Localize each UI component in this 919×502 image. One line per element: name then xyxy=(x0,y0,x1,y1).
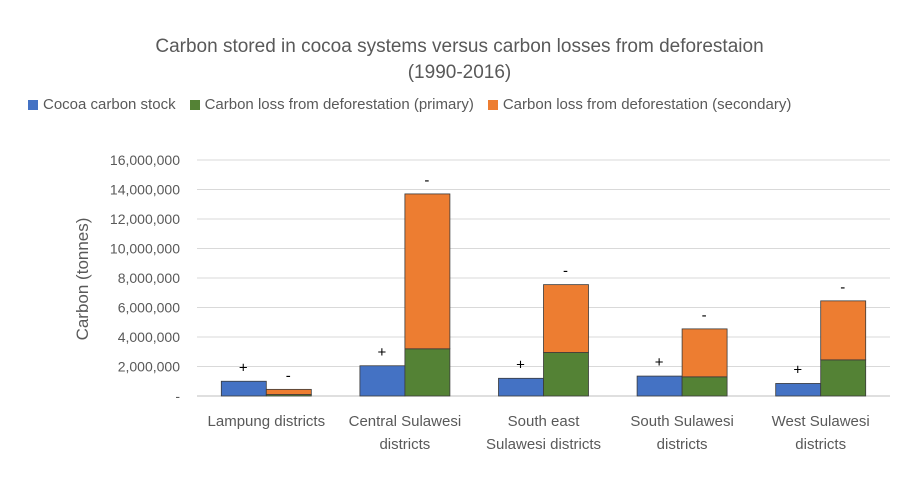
legend-label-secondary: Carbon loss from deforestation (secondar… xyxy=(502,96,792,113)
y-tick-labels: - 2,000,000 4,000,000 6,000,000 8,000,000 10,… xyxy=(110,152,180,404)
annotation-plus: + xyxy=(239,359,248,376)
x-category-label: districts xyxy=(795,436,846,453)
y-tick-label: - xyxy=(175,388,180,404)
annotation-minus: - xyxy=(840,279,845,296)
chart-title: Carbon stored in cocoa systems versus ca… xyxy=(0,34,919,86)
bar-cocoa[interactable] xyxy=(498,377,544,397)
chart-title-line-1: Carbon stored in cocoa systems versus ca… xyxy=(155,36,764,57)
bars xyxy=(220,193,867,397)
annotation-minus: - xyxy=(286,367,291,384)
bar-secondary[interactable] xyxy=(265,388,312,395)
legend-item-cocoa[interactable]: Cocoa carbon stock xyxy=(28,96,176,113)
y-tick-label: 8,000,000 xyxy=(118,270,180,286)
y-tick-label: 6,000,000 xyxy=(118,300,180,316)
x-category-label: districts xyxy=(379,436,430,453)
annotation-minus: - xyxy=(424,172,429,189)
bar-cocoa[interactable] xyxy=(636,375,683,397)
annotation-plus: + xyxy=(516,356,525,373)
legend-label-primary: Carbon loss from deforestation (primary) xyxy=(204,96,474,113)
y-tick-label: 16,000,000 xyxy=(110,152,180,168)
y-tick-label: 14,000,000 xyxy=(110,182,180,198)
x-category-label: Central Sulawesi xyxy=(349,413,462,430)
y-tick-label: 4,000,000 xyxy=(118,329,180,345)
legend-swatch-primary xyxy=(189,99,200,110)
bar-cocoa[interactable] xyxy=(220,380,267,397)
x-category-label: Lampung districts xyxy=(208,413,326,430)
bar-primary[interactable] xyxy=(820,359,867,397)
y-tick-label: 10,000,000 xyxy=(110,241,180,257)
y-axis-title: Carbon (tonnes) xyxy=(73,218,92,341)
annotation-plus: + xyxy=(793,361,802,378)
bar-primary[interactable] xyxy=(543,352,589,397)
x-category-labels: Lampung districts Central Sulawesi distric… xyxy=(208,413,870,453)
bar-annotations: + - + - + - + - + - xyxy=(239,172,845,384)
x-category-label: districts xyxy=(657,436,708,453)
x-category-label: West Sulawesi xyxy=(772,413,870,430)
legend-item-primary[interactable]: Carbon loss from deforestation (primary) xyxy=(189,96,474,113)
chart-title-line-2: (1990-2016) xyxy=(407,62,512,83)
x-category-label: Sulawesi districts xyxy=(486,436,601,453)
annotation-minus: - xyxy=(563,263,568,280)
bar-primary[interactable] xyxy=(404,348,451,397)
annotation-plus: + xyxy=(378,344,387,361)
y-tick-label: 12,000,000 xyxy=(110,211,180,227)
y-tick-label: 2,000,000 xyxy=(118,359,180,375)
bar-secondary[interactable] xyxy=(404,193,451,350)
x-category-label: South east xyxy=(508,413,581,430)
bar-secondary[interactable] xyxy=(681,328,728,378)
annotation-minus: - xyxy=(702,307,707,324)
x-category-label: South Sulawesi xyxy=(630,413,733,430)
bar-secondary[interactable] xyxy=(543,284,589,353)
bar-primary[interactable] xyxy=(681,376,728,397)
legend-label-cocoa: Cocoa carbon stock xyxy=(43,96,176,113)
legend-swatch-cocoa xyxy=(28,99,38,110)
legend-item-secondary[interactable]: Carbon loss from deforestation (secondar… xyxy=(487,96,792,113)
bar-cocoa[interactable] xyxy=(359,365,406,397)
legend-swatch-secondary xyxy=(487,99,498,110)
legend: Cocoa carbon stock Carbon loss from defo… xyxy=(28,96,805,113)
bar-secondary[interactable] xyxy=(820,300,867,361)
annotation-plus: + xyxy=(655,354,664,371)
bar-cocoa[interactable] xyxy=(775,383,822,397)
